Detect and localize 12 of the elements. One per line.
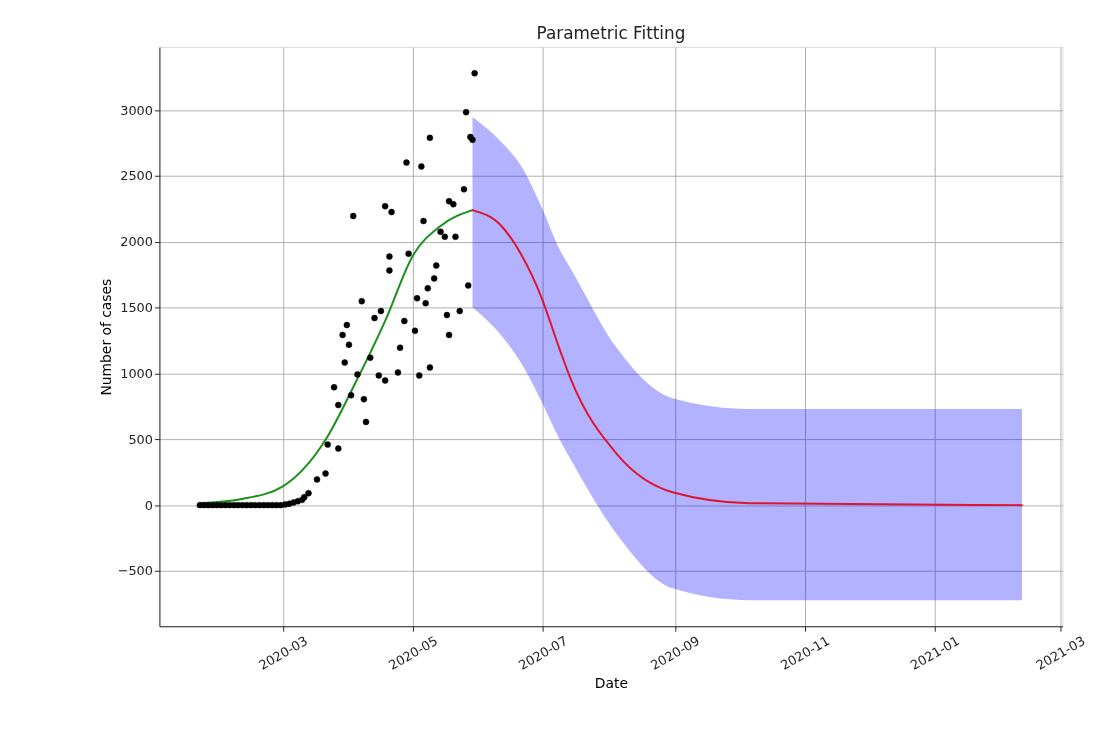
chart-title: Parametric Fitting (536, 23, 686, 44)
y-tick-label: 3000 (120, 102, 153, 118)
line-series (471, 209, 1023, 507)
x-axis-title: Date (594, 674, 628, 691)
y-tick-label: 1500 (120, 300, 153, 316)
y-tick-label: 1000 (120, 365, 153, 381)
y-tick-label: 0 (144, 497, 153, 513)
y-tick-label: 2500 (120, 168, 153, 184)
y-axis-title: Number of cases (97, 278, 114, 396)
y-tick-label: 2000 (120, 234, 153, 250)
y-tick-label: 500 (128, 431, 153, 447)
y-tick-label: −500 (117, 563, 153, 579)
